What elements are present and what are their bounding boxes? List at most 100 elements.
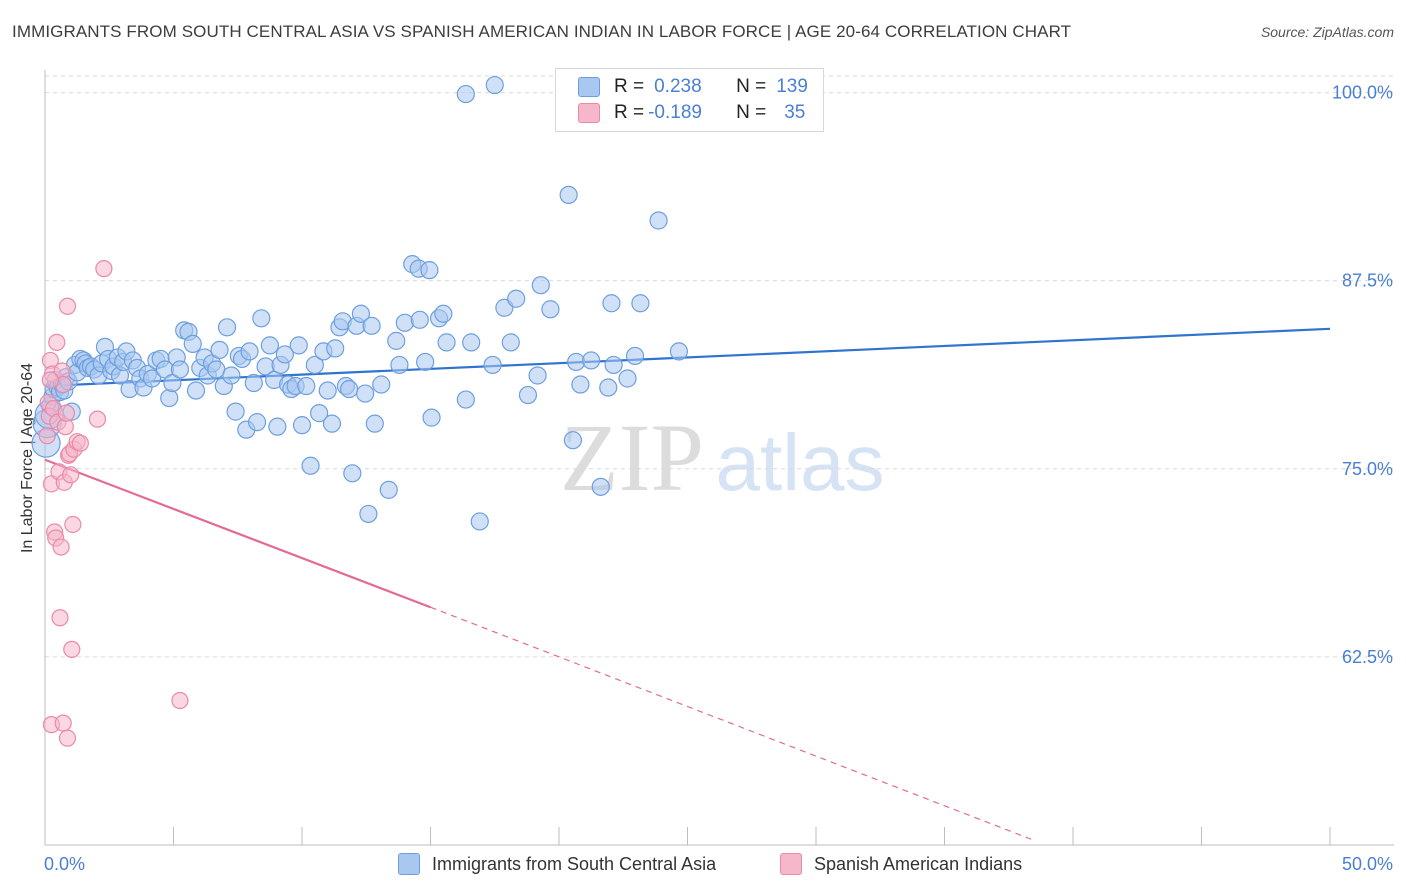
blue-point [343,464,362,483]
blue-point [275,345,294,364]
series-swatch-blue [398,853,420,875]
blue-point [631,294,650,313]
blue-point [531,276,550,295]
blue-point [340,379,359,399]
blue-point [390,355,409,375]
pink-point [52,538,70,556]
tick-labels: 62.5% 75.0% 87.5% 100.0% 0.0% 50.0% [44,83,1393,874]
blue-point [563,431,583,450]
blue-point [351,304,370,323]
blue-point [591,477,610,496]
blue-point [210,340,229,360]
pink-point [41,371,59,389]
data-points [31,75,689,747]
blue-point [170,360,190,379]
blue-point [318,381,337,400]
blue-point [470,512,489,531]
blue-point [217,318,237,337]
legend-swatch-blue [578,77,600,97]
blue-point [186,381,206,400]
blue-point [247,413,267,432]
blue-point [289,336,308,355]
blue-point [292,416,312,435]
y-tick-label: 87.5% [1342,271,1393,291]
blue-point [260,336,279,355]
blue-point [485,75,504,95]
blue-point [310,404,329,423]
blue-point [326,339,345,358]
blue-point [602,294,621,313]
pink-point [64,515,82,534]
blue-point [604,355,623,375]
grid-lines [45,75,1394,658]
legend-n-value-blue: 139 [776,76,808,97]
blue-point [567,352,586,372]
legend-r-label: R = [614,76,645,97]
legend-r-label: R = [614,102,645,123]
x-tick-label: 50.0% [1342,854,1393,874]
watermark-atlas: atlas [716,418,885,507]
series-legend-blue: Immigrants from South Central Asia [398,852,716,876]
pink-point [57,404,76,422]
pink-point [95,260,113,278]
pink-point [71,434,89,452]
blue-point [160,388,179,408]
blue-point [322,414,342,433]
blue-point [649,211,668,230]
blue-point [599,378,618,397]
blue-point [456,84,475,104]
series-name-pink: Spanish American Indians [814,853,1023,874]
blue-point [226,402,245,421]
blue-point [437,333,456,352]
pink-point [51,609,69,627]
chart-title: IMMIGRANTS FROM SOUTH CENTRAL ASIA VS SP… [12,22,1072,41]
legend-r-value-pink: -0.189 [648,102,702,123]
legend-swatch-pink [578,103,600,123]
blue-point [362,316,381,335]
blue-point [356,384,375,403]
pink-point [62,466,80,484]
pink-trend-extension [430,606,1035,842]
blue-point [410,310,429,329]
blue-point [244,373,263,393]
blue-point [462,333,481,352]
blue-point [222,366,241,385]
blue-point [501,333,520,352]
legend-n-label: N = [736,102,767,123]
correlation-legend: R = 0.238 N = 139 R = -0.189 N = 35 [555,68,824,132]
series-legend-pink: Spanish American Indians [780,852,1022,876]
blue-point [387,331,406,350]
blue-point [625,346,645,366]
blue-point [422,408,441,427]
legend-r-value-blue: 0.238 [654,76,702,97]
legend-n-value-pink: 35 [784,102,806,123]
legend-row-pink: R = -0.189 N = 35 [578,101,805,125]
series-name-blue: Immigrants from South Central Asia [432,853,717,874]
pink-point [38,427,56,445]
blue-point [416,352,435,372]
blue-point [518,385,538,405]
blue-point [183,334,202,353]
x-tick-label: 0.0% [44,854,85,874]
blue-point [618,369,637,388]
blue-point [359,504,378,524]
blue-point [434,304,453,323]
blue-point [142,369,162,388]
blue-point [395,313,414,332]
y-tick-label: 62.5% [1342,647,1393,667]
pink-trend-line [44,458,431,609]
blue-point [305,355,324,375]
pink-point [54,714,72,732]
blue-point [559,185,578,205]
axes [44,70,1394,846]
pink-point [48,333,66,351]
y-tick-label: 100.0% [1332,83,1393,103]
y-tick-label: 75.0% [1342,459,1393,479]
legend-n-label: N = [736,76,767,97]
blue-point [372,375,391,394]
pink-point [88,410,107,428]
blue-point [301,456,320,475]
blue-point [365,414,384,433]
blue-point [507,289,526,308]
pink-point [171,691,189,710]
